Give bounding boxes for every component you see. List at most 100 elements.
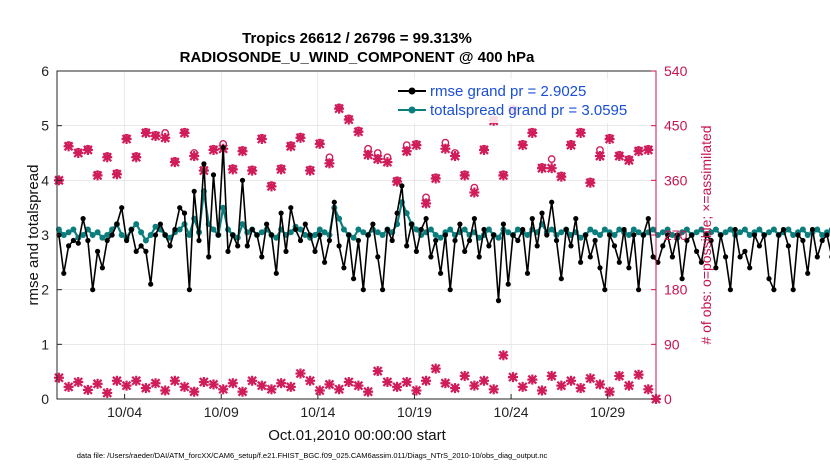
obs-low-15 [198,376,209,387]
series-0-point-9 [99,265,105,271]
obs-low-13 [179,381,190,392]
series-0-point-120 [636,287,642,293]
legend-rmse-marker [408,87,416,95]
series-0-point-60 [346,232,352,238]
series-0-point-69 [389,237,395,244]
series-0-point-136 [713,265,719,271]
series-0-point-105 [563,226,569,233]
series-0-point-78 [433,237,439,244]
series-0-point-122 [645,216,651,222]
obs-low-14 [189,386,200,397]
series-1-point-112 [597,232,603,238]
series-0-point-159 [824,232,830,238]
series-1-point-8 [94,229,101,236]
series-0-point-61 [351,276,357,282]
series-0-point-119 [631,232,637,238]
series-0-point-74 [413,248,419,254]
obs-low-55 [585,373,596,384]
series-1-point-78 [432,232,439,238]
obs-low-17 [218,384,229,395]
series-0-point-16 [133,248,139,254]
obs-low-42 [459,370,470,381]
series-1-point-157 [814,226,821,233]
series-0-point-103 [553,237,560,244]
right-tick-label-3: 270 [664,227,688,243]
series-0-point-22 [162,232,168,238]
obs-low-37 [411,385,422,396]
series-0-point-97 [524,270,531,276]
obs-assimilated-9 [140,127,151,138]
chart-title-line1: Tropics 26612 / 26796 = 99.313% [242,30,472,47]
series-1-point-50 [297,226,304,233]
series-0-point-54 [317,232,323,238]
series-1-point-147 [766,229,772,236]
obs-low-8 [131,375,142,386]
series-0-point-42 [259,254,265,260]
series-0-point-29 [196,237,202,244]
right-tick-label-0: 0 [664,391,672,407]
series-1-point-77 [427,226,434,233]
series-1-point-110 [587,226,594,233]
series-1-point-5 [80,232,87,238]
series-1-point-72 [403,210,410,217]
obs-assimilated-30 [343,114,354,125]
obs-assimilated-37 [411,140,422,151]
obs-low-30 [343,376,354,387]
series-0-point-2 [66,243,72,249]
right-tick-label-5: 450 [664,118,688,134]
series-0-point-151 [785,243,792,249]
series-0-point-95 [515,237,521,244]
series-1-point-113 [601,226,608,233]
series-0-point-110 [587,254,593,260]
series-0-point-66 [375,254,381,260]
series-0-point-10 [104,237,110,244]
left-tick-label-2: 2 [41,282,49,298]
data-file-footer: data file: /Users/raeder/DAI/ATM_forcXX/… [77,451,548,460]
series-0-point-12 [114,221,120,227]
series-0-point-68 [384,226,390,233]
series-0-point-13 [119,205,125,211]
series-0-point-112 [597,265,603,271]
series-0-point-32 [210,172,217,178]
obs-assimilated-56 [594,151,605,162]
series-1-point-116 [616,226,623,233]
obs-low-43 [469,380,480,391]
obs-low-7 [121,380,132,391]
series-0-line [58,146,830,302]
series-0-point-7 [90,287,96,293]
series-1-point-143 [746,232,753,238]
obs-low-0 [53,372,64,383]
series-0-point-52 [307,232,313,238]
series-0-point-14 [124,237,130,244]
series-0-point-3 [70,237,76,244]
series-0-point-64 [365,232,371,238]
obs-low-26 [305,375,316,386]
series-1-point-84 [461,226,468,233]
series-1-point-89 [485,226,492,233]
series-0-point-132 [694,248,700,254]
series-0-point-127 [669,254,676,260]
obs-count-markers [53,103,661,404]
obs-assimilated-41 [450,151,461,162]
series-1-point-115 [611,232,618,238]
series-1-point-38 [239,221,246,228]
series-0-point-150 [780,226,787,233]
left-tick-label-1: 1 [41,336,49,352]
series-0-point-107 [573,216,579,222]
left-tick-label-0: 0 [41,391,49,407]
series-0-point-109 [582,232,589,238]
series-0-point-104 [558,276,564,282]
obs-assimilated-34 [382,157,393,168]
obs-low-39 [430,363,441,374]
right-axis-label: # of obs: o=possible; ×=assimilated [698,125,714,344]
series-1-point-108 [577,234,584,241]
series-0-point-73 [409,221,415,227]
series-0-point-51 [302,221,308,227]
series-0-point-143 [747,265,753,271]
series-1-point-42 [258,229,265,236]
series-1-point-155 [804,232,811,238]
series-0-point-25 [177,205,183,211]
obs-assimilated-28 [324,158,335,169]
obs-low-52 [556,380,567,391]
obs-low-61 [643,384,654,395]
